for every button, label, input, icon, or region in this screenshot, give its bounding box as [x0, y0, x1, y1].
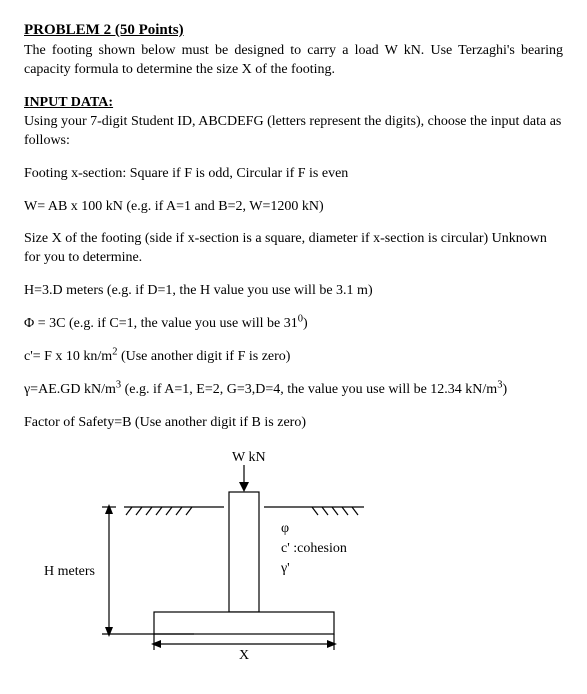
footing-xsection-rule: Footing x-section: Square if F is odd, C… [24, 165, 563, 184]
diagram-c-label: c' :cohesion [281, 541, 347, 556]
problem-title: PROBLEM 2 (50 Points) [24, 20, 563, 40]
phi-rule-text-a: Φ = 3C (e.g. if C=1, the value you use w… [24, 316, 298, 331]
w-rule: W= AB x 100 kN (e.g. if A=1 and B=2, W=1… [24, 198, 563, 217]
phi-rule-text-b: ) [303, 316, 308, 331]
intro-paragraph: The footing shown below must be designed… [24, 42, 563, 80]
phi-rule: Φ = 3C (e.g. if C=1, the value you use w… [24, 315, 563, 334]
diagram-x-label: X [239, 648, 249, 663]
gamma-rule-text-a: γ=AE.GD kN/m [24, 382, 116, 397]
c-rule-text-b: (Use another digit if F is zero) [117, 349, 290, 364]
diagram-gamma-label: γ' [280, 561, 290, 576]
input-data-heading: INPUT DATA: [24, 94, 563, 113]
gamma-rule: γ=AE.GD kN/m3 (e.g. if A=1, E=2, G=3,D=4… [24, 381, 563, 400]
size-x-rule: Size X of the footing (side if x-section… [24, 230, 563, 268]
c-rule: c'= F x 10 kn/m2 (Use another digit if F… [24, 348, 563, 367]
input-intro: Using your 7-digit Student ID, ABCDEFG (… [24, 113, 563, 151]
diagram-h-label: H meters [44, 564, 95, 579]
gamma-rule-text-b: (e.g. if A=1, E=2, G=3,D=4, the value yo… [121, 382, 497, 397]
diagram-w-label: W kN [232, 450, 266, 465]
diagram-phi-label: φ [281, 521, 289, 536]
footing-diagram: W kN φ c' :cohesion γ' H meters X [34, 447, 563, 674]
gamma-rule-text-c: ) [502, 382, 507, 397]
fos-rule: Factor of Safety=B (Use another digit if… [24, 414, 563, 433]
h-rule: H=3.D meters (e.g. if D=1, the H value y… [24, 282, 563, 301]
c-rule-text-a: c'= F x 10 kn/m [24, 349, 112, 364]
